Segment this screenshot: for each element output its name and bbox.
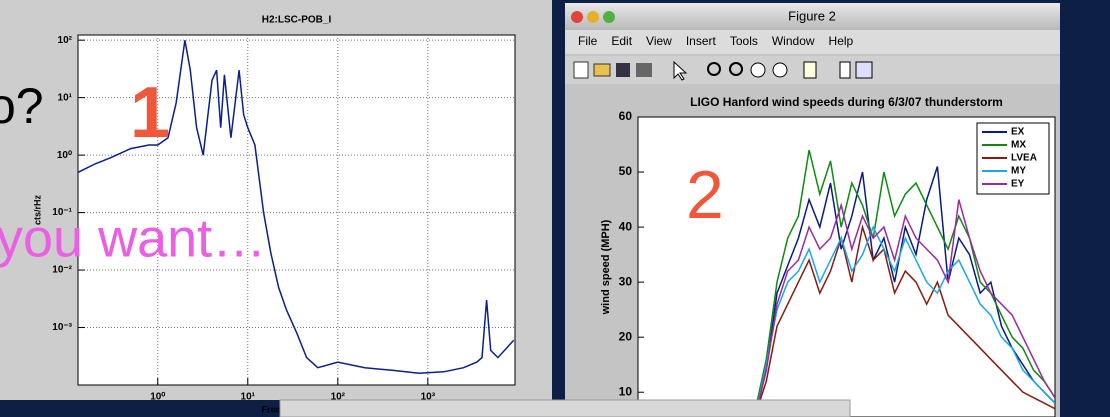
chart-title: H2:LSC-POB_I [262, 15, 332, 26]
left-chart: H2:LSC-POB_I 10⁻³ 10⁻² 10⁻¹ 10⁰ 10¹ 10² 10⁰ 10¹ 1… [32, 15, 515, 414]
print-icon[interactable] [636, 63, 652, 77]
series-line [748, 199, 1055, 417]
right-chart: LIGO Hanford wind speeds during 6/3/07 t… [600, 95, 1055, 417]
menu-item[interactable]: Window [772, 34, 815, 48]
y-tick-label: 10¹ [58, 92, 73, 103]
y-tick-label: 10⁰ [57, 150, 72, 161]
y-tick-label: 10² [58, 35, 73, 46]
chart-title: LIGO Hanford wind speeds during 6/3/07 t… [690, 95, 1003, 109]
x-tick-label: 10² [331, 392, 346, 403]
y-axis-label: wind speed (MPH) [600, 219, 612, 315]
series-line [78, 40, 515, 375]
slide-text: o? [0, 78, 44, 134]
cover-box [279, 399, 851, 417]
y-tick-label: 20 [619, 329, 633, 343]
axes [77, 34, 516, 386]
x-tick-label: 10³ [421, 392, 436, 403]
colorbar-icon[interactable] [839, 61, 851, 79]
zoom-out-icon[interactable] [729, 62, 743, 76]
open-icon[interactable] [593, 63, 611, 77]
rotate-icon[interactable] [772, 62, 788, 78]
slide-number: 1 [130, 73, 170, 153]
y-tick-label: 10⁻¹ [52, 207, 72, 218]
x-tick-label: 10¹ [241, 392, 256, 403]
datacursor-icon[interactable] [803, 61, 817, 79]
toolbar-icons [573, 60, 873, 81]
legend-label: LVEA [1011, 153, 1037, 164]
menu-item[interactable]: File [578, 34, 598, 48]
legend-label: MY [1011, 166, 1026, 177]
series-line [748, 225, 1055, 417]
menu-item[interactable]: View [646, 34, 672, 48]
x-axis-label: Frequ [261, 404, 286, 414]
legend-label: MX [1011, 140, 1026, 151]
y-tick-label: 10⁻³ [52, 322, 72, 333]
new-icon[interactable] [573, 61, 589, 79]
menu-bar [565, 30, 1060, 54]
plot-area [78, 40, 515, 375]
y-tick-label: 40 [619, 219, 633, 233]
zoom-in-icon[interactable] [707, 62, 721, 76]
window-title: Figure 2 [788, 8, 836, 23]
x-tick-label: 10⁰ [150, 392, 165, 403]
y-tick-label: 10 [619, 384, 633, 398]
zoom-button[interactable] [603, 11, 615, 23]
slide-text: you want… [0, 208, 266, 268]
slide-number: 2 [686, 157, 724, 233]
series-line [748, 224, 1055, 417]
series-line [746, 149, 1055, 417]
y-tick-label: 60 [619, 109, 633, 123]
y-axis-label: cts/rHz [32, 194, 42, 225]
plot-area [746, 149, 1055, 417]
arrow-icon[interactable] [673, 60, 688, 81]
legend-label: EY [1011, 179, 1025, 190]
title-bar [565, 3, 1060, 30]
pan-icon[interactable] [750, 62, 766, 78]
y-tick-label: 30 [619, 274, 633, 288]
menu-item[interactable]: Help [829, 34, 854, 48]
y-tick-label: 10⁻² [52, 265, 72, 276]
menu-item[interactable]: Tools [730, 34, 758, 48]
close-button[interactable] [571, 11, 583, 23]
menu: File Edit View Insert Tools Window Help [578, 34, 854, 48]
save-icon[interactable] [616, 63, 630, 77]
minimize-button[interactable] [587, 11, 599, 23]
legend-label: EX [1011, 127, 1025, 138]
legend-icon[interactable] [855, 61, 873, 79]
left-figure [0, 0, 552, 400]
y-tick-label: 50 [619, 164, 633, 178]
menu-item[interactable]: Insert [686, 34, 717, 48]
menu-item[interactable]: Edit [611, 34, 632, 48]
